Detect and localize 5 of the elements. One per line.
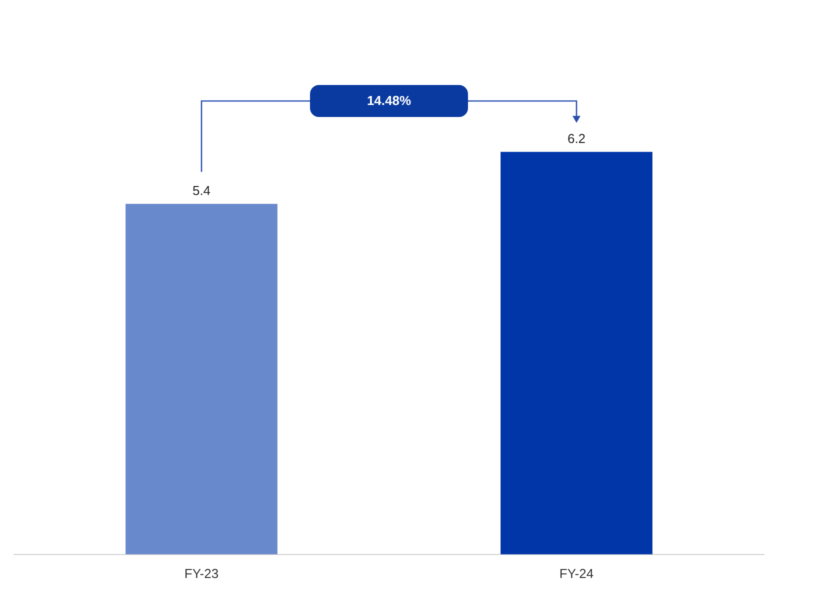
x-tick-label: FY-24 bbox=[559, 566, 594, 581]
data-label: 6.2 bbox=[567, 131, 586, 146]
x-tick-label: FY-23 bbox=[184, 566, 219, 581]
badge: 14.48% bbox=[310, 85, 468, 117]
data-label: 5.4 bbox=[192, 182, 211, 198]
